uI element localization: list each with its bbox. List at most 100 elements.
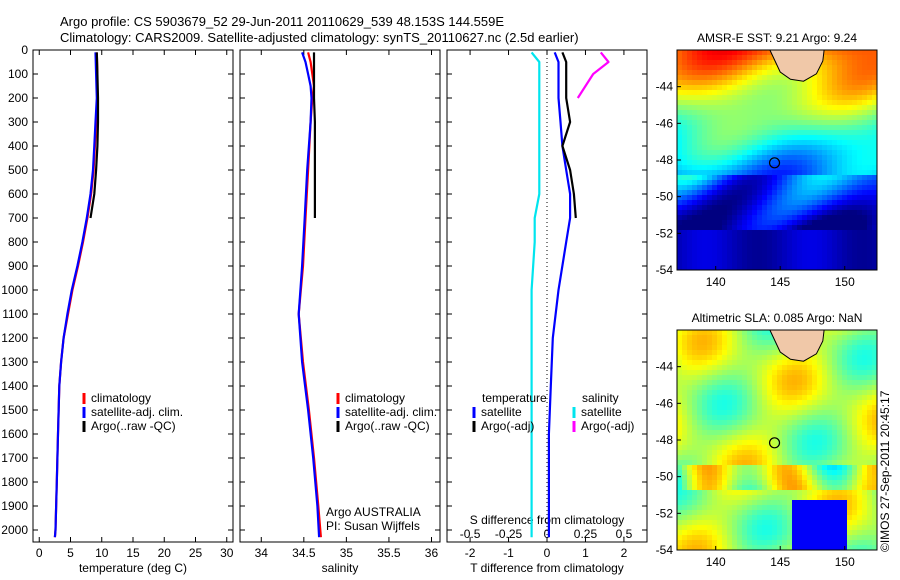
map-cell xyxy=(712,450,718,456)
map-cell xyxy=(812,230,818,236)
map-cell xyxy=(782,95,788,101)
map-cell xyxy=(702,165,708,171)
map-cell xyxy=(822,200,828,206)
map-cell xyxy=(817,525,823,531)
map-cell xyxy=(757,540,763,546)
map-cell xyxy=(737,510,743,516)
map-cell xyxy=(797,485,803,491)
map-cell xyxy=(727,380,733,386)
map-cell xyxy=(757,385,763,391)
map-cell xyxy=(867,500,873,506)
map-cell xyxy=(852,545,858,551)
map-cell xyxy=(802,420,808,426)
map-cell xyxy=(732,155,738,161)
map-cell xyxy=(842,425,848,431)
map-cell xyxy=(722,350,728,356)
map-cell xyxy=(867,385,873,391)
map-cell xyxy=(787,370,793,376)
map-cell xyxy=(752,435,758,441)
map-cell xyxy=(717,330,723,336)
map-cell xyxy=(837,50,843,56)
map-cell xyxy=(747,65,753,71)
map-cell xyxy=(742,425,748,431)
salinity-line-1 xyxy=(297,52,321,538)
map-cell xyxy=(717,520,723,526)
map-cell xyxy=(697,420,703,426)
map-cell xyxy=(717,220,723,226)
map-cell xyxy=(712,330,718,336)
map-cell xyxy=(697,85,703,91)
map-cell xyxy=(732,500,738,506)
map-cell xyxy=(712,460,718,466)
map-cell xyxy=(747,215,753,221)
map-cell xyxy=(772,235,778,241)
map-cell xyxy=(732,165,738,171)
map-cell xyxy=(707,475,713,481)
map-cell xyxy=(677,475,683,481)
map-cell xyxy=(797,475,803,481)
map-cell xyxy=(687,495,693,501)
map-cell xyxy=(682,350,688,356)
map-cell xyxy=(777,480,783,486)
map-cell xyxy=(697,385,703,391)
map-cell xyxy=(867,400,873,406)
map-cell xyxy=(727,265,733,271)
map-cell xyxy=(747,135,753,141)
map-cell xyxy=(692,380,698,386)
map-cell xyxy=(717,215,723,221)
map-cell xyxy=(717,170,723,176)
map-cell xyxy=(817,480,823,486)
map-cell xyxy=(857,330,863,336)
map-cell xyxy=(832,460,838,466)
map-cell xyxy=(762,400,768,406)
map-cell xyxy=(787,180,793,186)
map-cell xyxy=(817,110,823,116)
map-cell xyxy=(707,245,713,251)
map-cell xyxy=(777,465,783,471)
map-cell xyxy=(762,515,768,521)
map-cell xyxy=(702,200,708,206)
map-cell xyxy=(747,350,753,356)
map-cell xyxy=(757,345,763,351)
pi-annotation: PI: Susan Wijffels xyxy=(326,519,420,533)
map-cell xyxy=(842,435,848,441)
map-cell xyxy=(792,235,798,241)
map-cell xyxy=(757,80,763,86)
map-cell xyxy=(732,250,738,256)
map-cell xyxy=(722,390,728,396)
map-cell xyxy=(687,170,693,176)
map-cell xyxy=(692,445,698,451)
map-cell xyxy=(802,530,808,536)
map-y-tick-label: -54 xyxy=(656,263,674,277)
map-cell xyxy=(722,465,728,471)
map-cell xyxy=(737,440,743,446)
map-cell xyxy=(712,350,718,356)
map-cell xyxy=(807,430,813,436)
map-cell xyxy=(872,210,878,216)
map-cell xyxy=(757,155,763,161)
map-cell xyxy=(757,165,763,171)
map-cell xyxy=(817,450,823,456)
map-cell xyxy=(842,165,848,171)
map-cell xyxy=(752,425,758,431)
map-cell xyxy=(727,115,733,121)
map-cell xyxy=(762,385,768,391)
map-cell xyxy=(862,530,868,536)
map-cell xyxy=(697,170,703,176)
map-cell xyxy=(827,405,833,411)
map-cell xyxy=(752,115,758,121)
map-cell xyxy=(762,500,768,506)
map-cell xyxy=(797,370,803,376)
x-tick-label: 25 xyxy=(189,546,203,560)
map-cell xyxy=(822,165,828,171)
map-cell xyxy=(692,540,698,546)
map-cell xyxy=(697,540,703,546)
map-cell xyxy=(742,265,748,271)
map-cell xyxy=(872,450,878,456)
map-cell xyxy=(847,150,853,156)
map-cell xyxy=(817,365,823,371)
map-cell xyxy=(772,210,778,216)
map-cell xyxy=(867,160,873,166)
map-cell xyxy=(852,260,858,266)
map-cell xyxy=(752,235,758,241)
